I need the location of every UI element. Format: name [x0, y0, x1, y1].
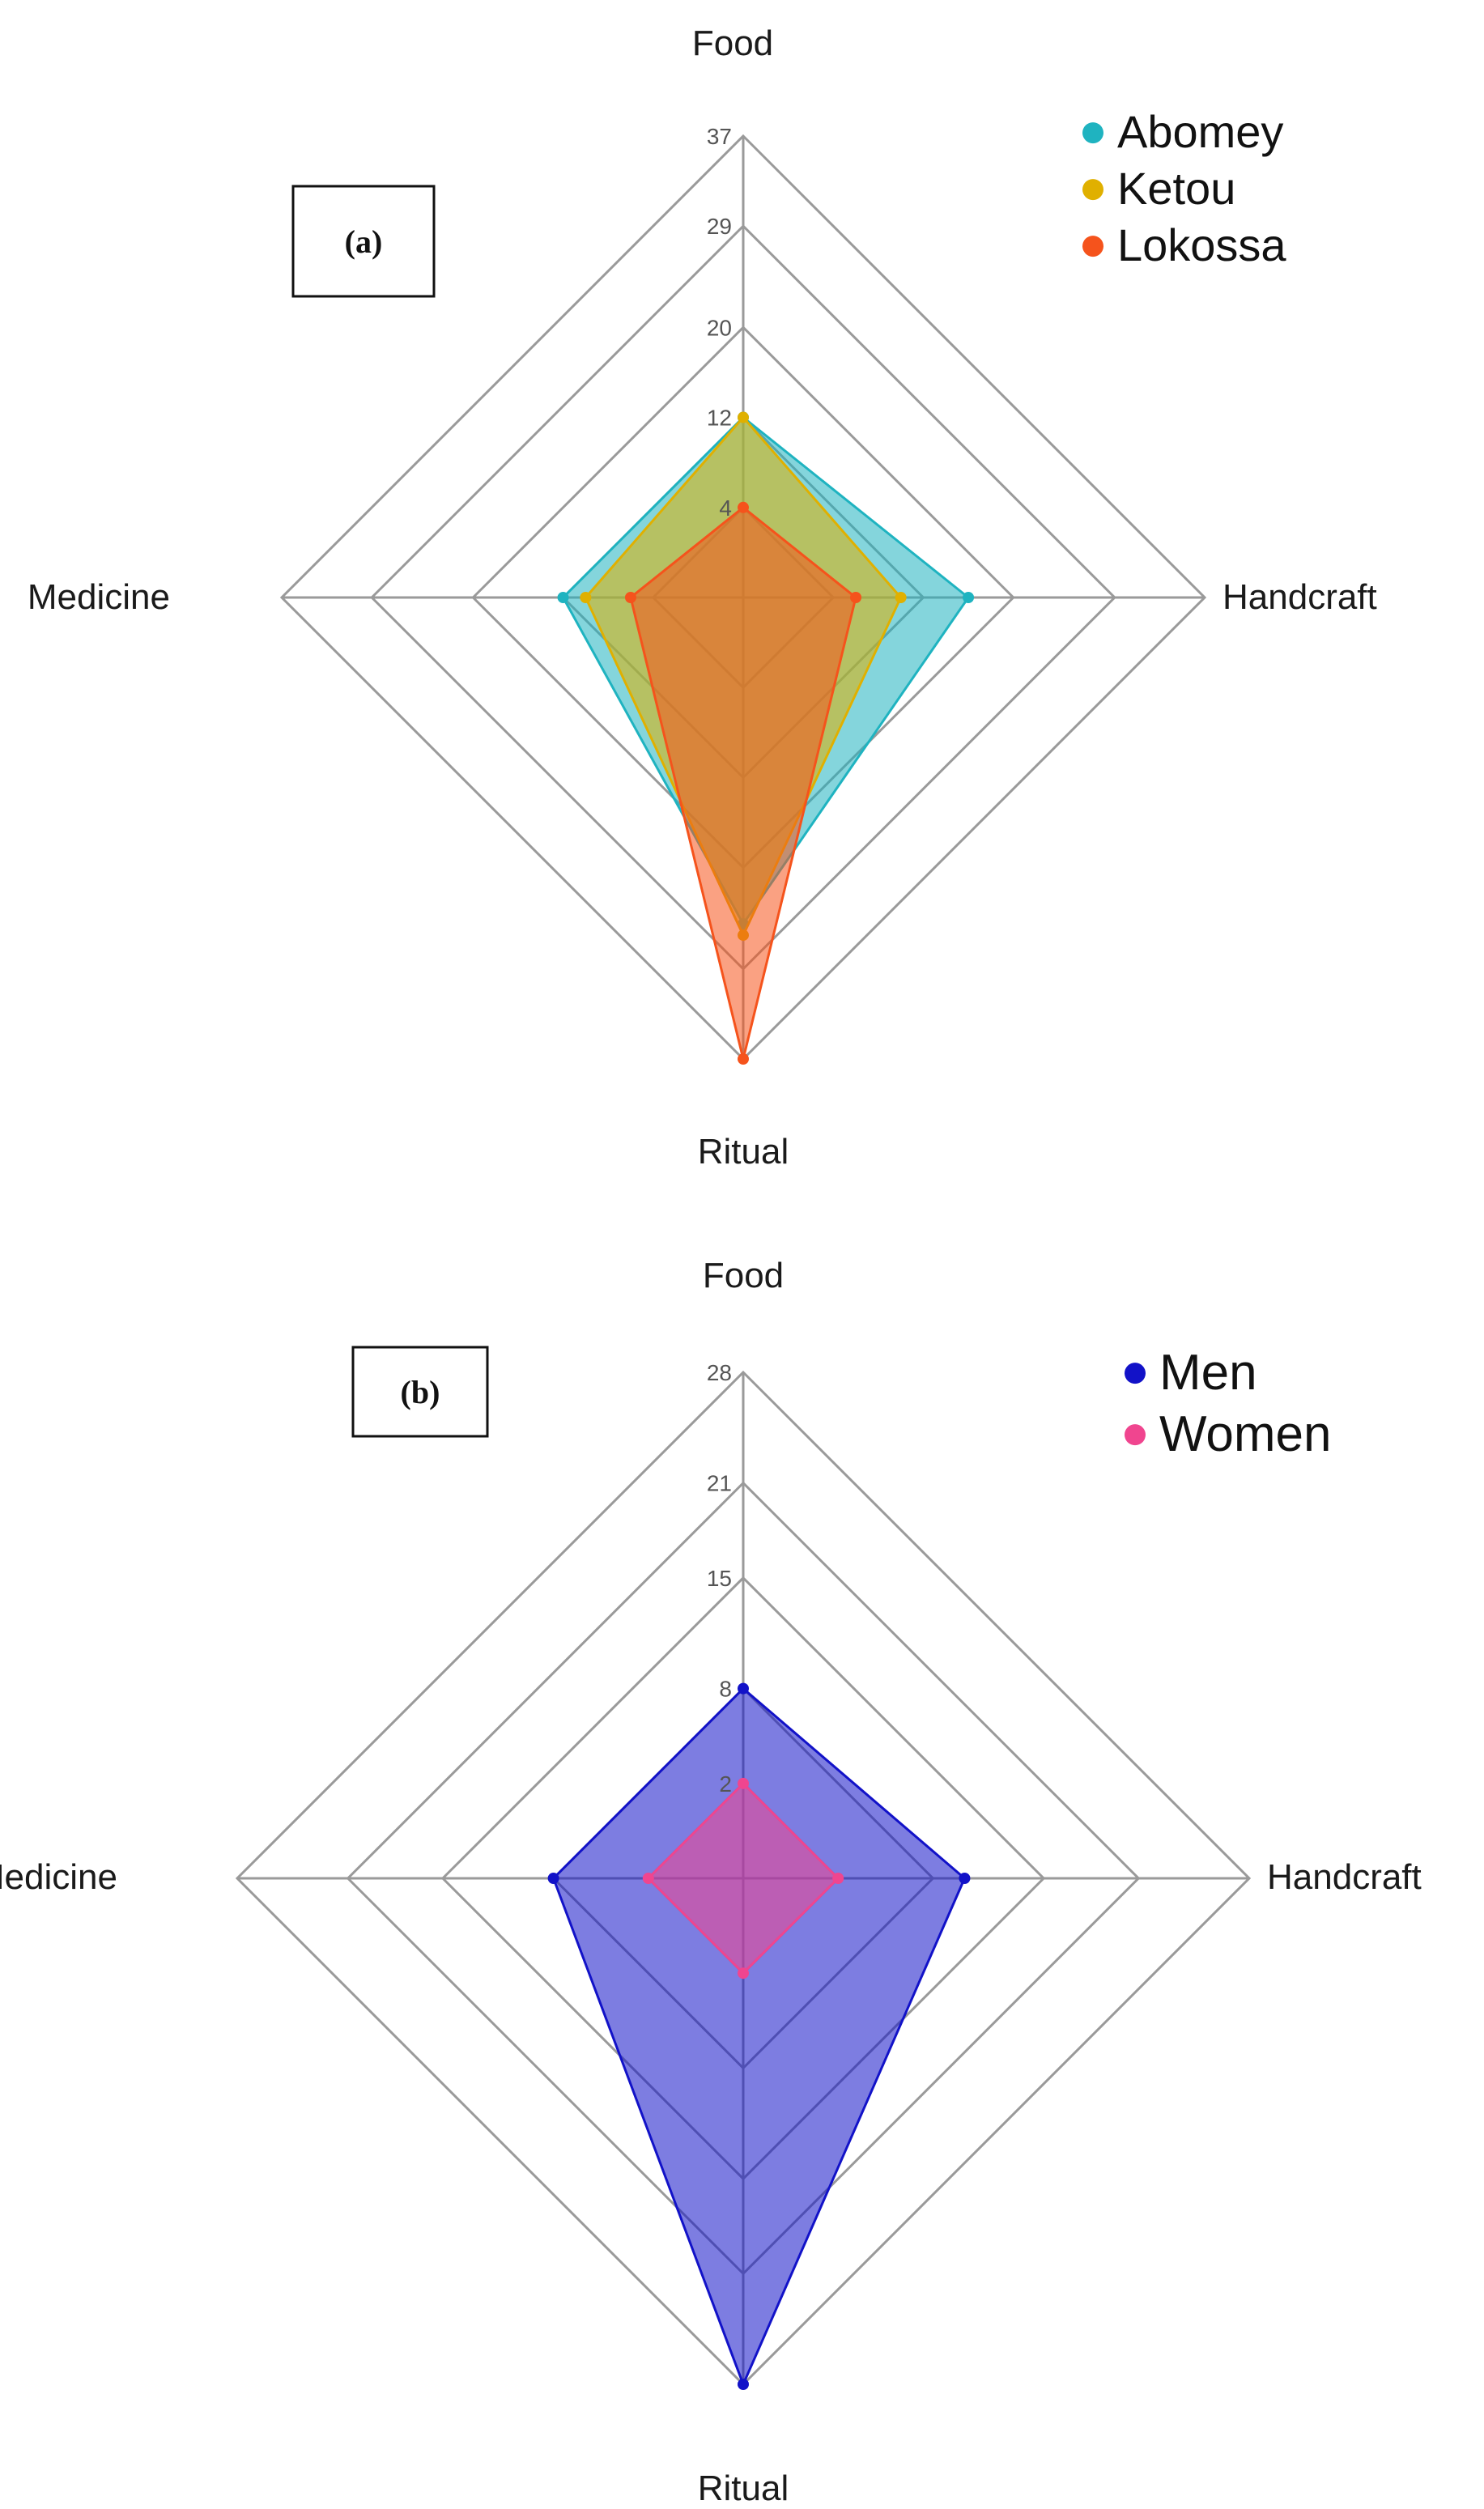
tick-label: 4 [719, 495, 732, 521]
legend-marker-women [1125, 1424, 1146, 1446]
legend-label-abomey: Abomey [1117, 106, 1283, 157]
data-point-men [959, 1873, 971, 1884]
data-point-ketou [895, 592, 907, 603]
data-point-lokossa [738, 1053, 749, 1065]
panel-tag-label: (a) [345, 223, 383, 260]
axis-label-handcraft: Handcraft [1222, 577, 1377, 617]
data-point-men [547, 1873, 559, 1884]
data-point-women [832, 1873, 844, 1884]
legend-marker-men [1125, 1363, 1146, 1384]
data-point-ketou [738, 411, 749, 423]
data-point-lokossa [624, 592, 636, 603]
legend-label-lokossa: Lokossa [1117, 219, 1286, 270]
panel-tag-label: (b) [401, 1374, 440, 1410]
data-point-lokossa [738, 501, 749, 513]
axis-label-handcraft: Handcraft [1267, 1857, 1422, 1897]
axis-label-medicine: Medicine [0, 1857, 117, 1897]
tick-label: 15 [707, 1566, 732, 1591]
legend-label-women: Women [1159, 1406, 1332, 1462]
data-point-abomey [557, 592, 569, 603]
tick-label: 12 [707, 406, 732, 431]
panel-tag-box [351, 1346, 489, 1438]
data-point-men [738, 2379, 749, 2390]
tick-label: 29 [707, 214, 732, 239]
axis-label-ritual: Ritual [698, 1132, 789, 1172]
axis-label-food: Food [692, 23, 773, 63]
series-area-men [551, 1686, 967, 2388]
tick-label: 28 [707, 1360, 732, 1385]
data-point-women [738, 1777, 749, 1789]
legend-marker-ketou [1082, 179, 1103, 201]
data-point-abomey [963, 592, 975, 603]
tick-label: 21 [707, 1471, 732, 1496]
axis-label-ritual: Ritual [698, 2469, 789, 2508]
panel-tag-box [291, 185, 436, 298]
tick-label: 2 [719, 1771, 732, 1797]
legend-marker-abomey [1082, 122, 1103, 144]
data-point-women [738, 1967, 749, 1980]
tick-label: 37 [707, 124, 732, 149]
tick-label: 20 [707, 315, 732, 340]
radar-panel-0: 4 12 20 29 37 Food Handcraft Ritual Medicine (a) A… [28, 23, 1377, 1172]
data-point-ketou [580, 592, 592, 603]
data-point-men [738, 1682, 749, 1695]
legend-marker-lokossa [1082, 236, 1103, 257]
legend-label-men: Men [1159, 1345, 1257, 1401]
data-point-women [642, 1873, 654, 1884]
axis-label-medicine: Medicine [28, 577, 170, 617]
data-point-lokossa [850, 592, 862, 603]
axis-label-food: Food [703, 1256, 784, 1295]
radar-panel-1: 28152128FoodHandcraftRitualMedicine(b)Me… [0, 1256, 1422, 2508]
legend-label-ketou: Ketou [1117, 163, 1235, 214]
tick-label: 8 [719, 1677, 732, 1702]
